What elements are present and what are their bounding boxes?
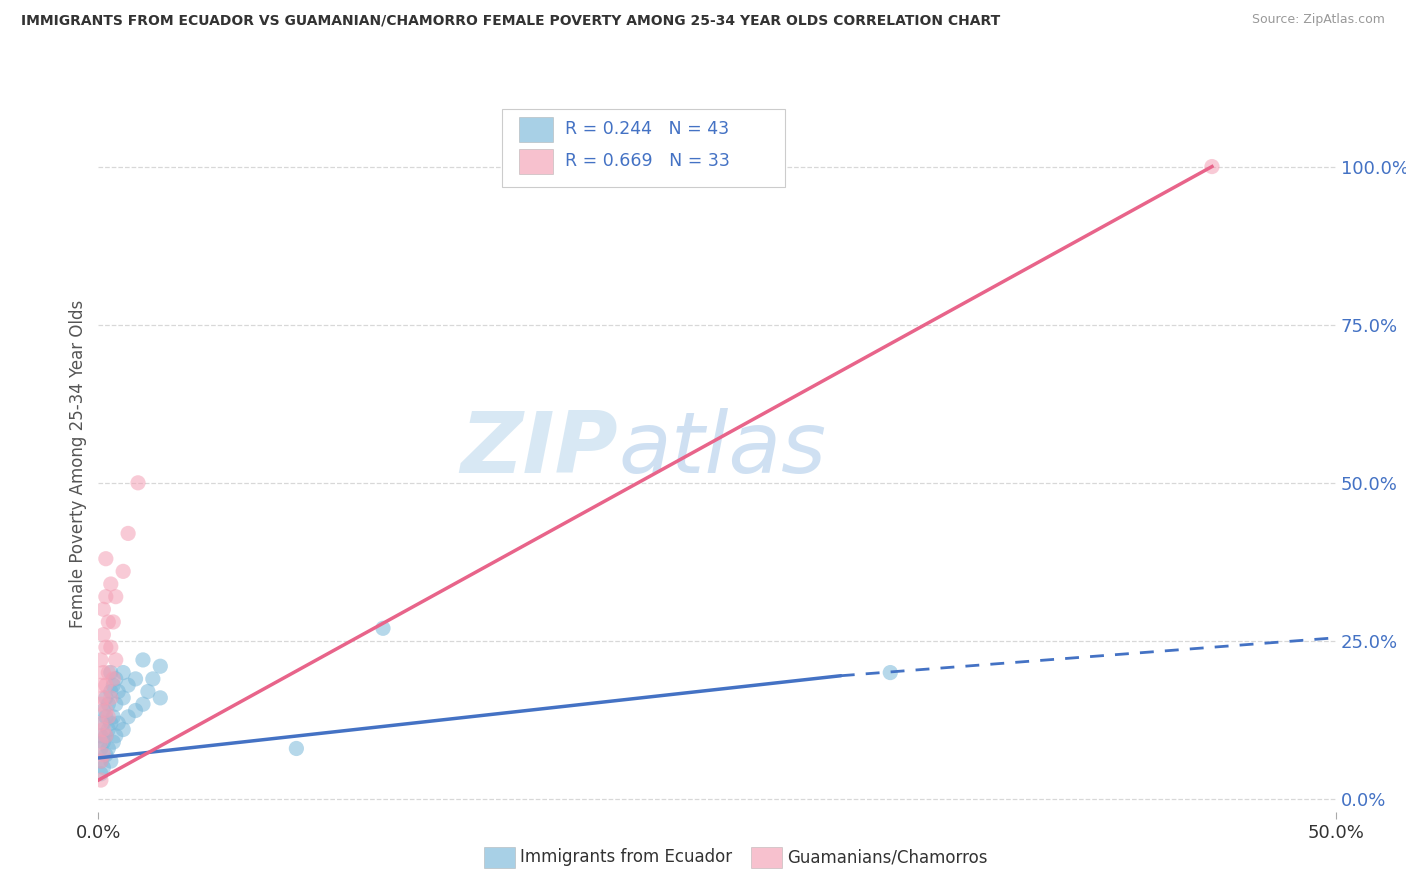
Point	[90, 754, 112, 768]
Point	[90, 729, 112, 743]
Text: ZIP: ZIP	[460, 409, 619, 491]
Point	[93, 665, 115, 680]
Point	[94, 590, 117, 604]
Point	[127, 475, 149, 490]
Point	[132, 653, 155, 667]
Point	[104, 729, 127, 743]
Point	[90, 716, 112, 731]
Point	[90, 653, 112, 667]
Point	[97, 615, 120, 629]
Point	[90, 754, 112, 768]
Point	[103, 710, 125, 724]
Point	[149, 659, 172, 673]
Point	[371, 621, 394, 635]
Text: Source: ZipAtlas.com: Source: ZipAtlas.com	[1251, 13, 1385, 27]
Point	[107, 684, 129, 698]
Point	[93, 704, 115, 718]
Point	[104, 590, 127, 604]
Point	[94, 690, 117, 705]
Point	[104, 653, 127, 667]
Text: Guamanians/Chamorros: Guamanians/Chamorros	[787, 848, 988, 866]
Point	[285, 741, 308, 756]
Point	[117, 710, 139, 724]
Point	[90, 735, 112, 749]
Text: Immigrants from Ecuador: Immigrants from Ecuador	[520, 848, 733, 866]
Point	[100, 690, 122, 705]
Point	[94, 640, 117, 655]
Point	[90, 766, 112, 780]
Point	[117, 678, 139, 692]
Point	[103, 735, 125, 749]
Point	[93, 747, 115, 762]
Point	[90, 697, 112, 711]
Point	[93, 723, 115, 737]
Point	[93, 735, 115, 749]
Point	[94, 747, 117, 762]
Point	[136, 684, 159, 698]
Point	[1201, 160, 1223, 174]
Point	[107, 716, 129, 731]
Point	[97, 723, 120, 737]
Point	[93, 602, 115, 616]
Point	[97, 697, 120, 711]
Point	[104, 672, 127, 686]
Point	[103, 678, 125, 692]
Point	[112, 690, 135, 705]
Point	[117, 526, 139, 541]
Point	[100, 684, 122, 698]
Point	[97, 710, 120, 724]
Point	[93, 716, 115, 731]
Text: atlas: atlas	[619, 409, 827, 491]
Point	[100, 640, 122, 655]
Point	[112, 665, 135, 680]
Point	[90, 678, 112, 692]
Point	[94, 729, 117, 743]
Point	[100, 665, 122, 680]
Text: IMMIGRANTS FROM ECUADOR VS GUAMANIAN/CHAMORRO FEMALE POVERTY AMONG 25-34 YEAR OL: IMMIGRANTS FROM ECUADOR VS GUAMANIAN/CHA…	[21, 13, 1000, 28]
Point	[93, 627, 115, 641]
Point	[94, 704, 117, 718]
Point	[124, 672, 146, 686]
Point	[94, 729, 117, 743]
Point	[94, 551, 117, 566]
Point	[97, 741, 120, 756]
Point	[90, 741, 112, 756]
Point	[149, 690, 172, 705]
Point	[142, 672, 165, 686]
Point	[94, 678, 117, 692]
Point	[112, 723, 135, 737]
Point	[103, 672, 125, 686]
Y-axis label: Female Poverty Among 25-34 Year Olds: Female Poverty Among 25-34 Year Olds	[69, 300, 87, 628]
Point	[90, 773, 112, 788]
Point	[104, 697, 127, 711]
Point	[100, 754, 122, 768]
Point	[93, 760, 115, 774]
Point	[100, 716, 122, 731]
Point	[97, 665, 120, 680]
Point	[93, 690, 115, 705]
Point	[124, 704, 146, 718]
Point	[112, 565, 135, 579]
Point	[94, 710, 117, 724]
Point	[103, 615, 125, 629]
Point	[132, 697, 155, 711]
Point	[879, 665, 901, 680]
Point	[100, 577, 122, 591]
Text: R = 0.669   N = 33: R = 0.669 N = 33	[565, 153, 730, 170]
Text: R = 0.244   N = 43: R = 0.244 N = 43	[565, 120, 730, 138]
